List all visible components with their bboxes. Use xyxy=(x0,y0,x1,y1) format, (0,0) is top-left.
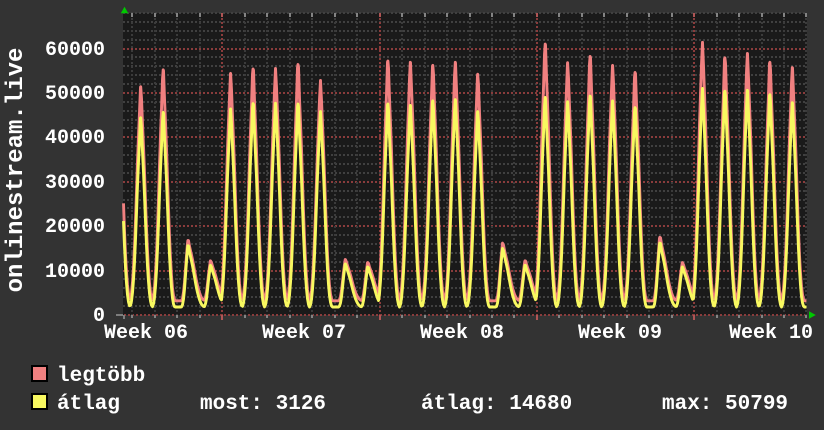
svg-text:60000: 60000 xyxy=(45,39,105,62)
svg-text:max: 50799: max: 50799 xyxy=(662,393,788,416)
svg-text:legtöbb: legtöbb xyxy=(57,365,145,388)
svg-text:30000: 30000 xyxy=(45,172,105,195)
svg-text:most: 3126: most: 3126 xyxy=(200,393,326,416)
svg-text:20000: 20000 xyxy=(45,216,105,239)
svg-text:0: 0 xyxy=(93,305,105,328)
svg-text:Week 09: Week 09 xyxy=(578,322,662,345)
svg-text:Week 10: Week 10 xyxy=(729,322,813,345)
svg-text:Week 07: Week 07 xyxy=(262,322,346,345)
svg-text:50000: 50000 xyxy=(45,83,105,106)
svg-text:40000: 40000 xyxy=(45,127,105,150)
svg-text:10000: 10000 xyxy=(45,261,105,284)
svg-text:Week 06: Week 06 xyxy=(104,322,188,345)
svg-text:onlinestream.live: onlinestream.live xyxy=(3,48,30,293)
svg-text:átlag: átlag xyxy=(57,393,120,416)
svg-text:Week 08: Week 08 xyxy=(420,322,504,345)
svg-text:átlag: 14680: átlag: 14680 xyxy=(421,393,572,416)
